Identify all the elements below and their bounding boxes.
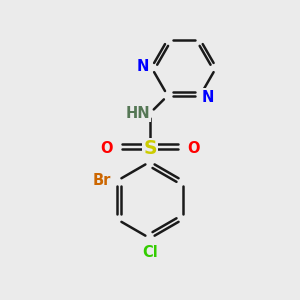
Text: Cl: Cl [142, 245, 158, 260]
Text: Br: Br [92, 173, 111, 188]
Text: S: S [143, 139, 157, 158]
Text: O: O [100, 141, 113, 156]
Text: O: O [187, 141, 200, 156]
Text: HN: HN [125, 106, 150, 121]
Text: N: N [137, 58, 149, 74]
Text: N: N [202, 90, 214, 105]
